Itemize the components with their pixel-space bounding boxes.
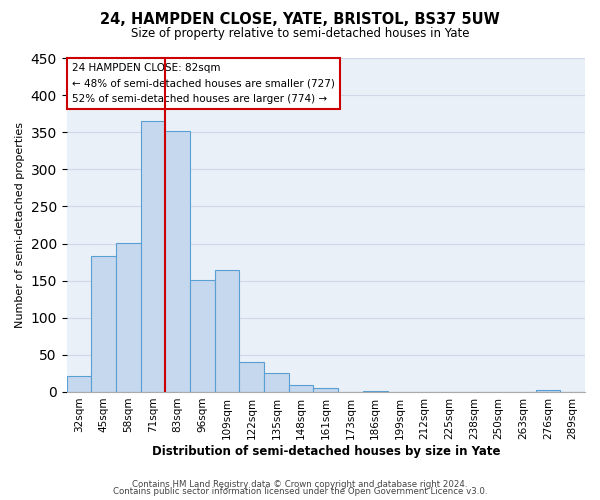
Bar xyxy=(363,391,388,392)
Bar xyxy=(215,270,239,392)
Bar xyxy=(116,243,141,392)
Bar xyxy=(67,376,91,392)
Text: Contains public sector information licensed under the Open Government Licence v3: Contains public sector information licen… xyxy=(113,487,487,496)
Text: 24 HAMPDEN CLOSE: 82sqm
← 48% of semi-detached houses are smaller (727)
52% of s: 24 HAMPDEN CLOSE: 82sqm ← 48% of semi-de… xyxy=(72,63,335,104)
Text: Contains HM Land Registry data © Crown copyright and database right 2024.: Contains HM Land Registry data © Crown c… xyxy=(132,480,468,489)
Bar xyxy=(239,362,264,392)
Text: 24, HAMPDEN CLOSE, YATE, BRISTOL, BS37 5UW: 24, HAMPDEN CLOSE, YATE, BRISTOL, BS37 5… xyxy=(100,12,500,28)
Y-axis label: Number of semi-detached properties: Number of semi-detached properties xyxy=(15,122,25,328)
Text: Size of property relative to semi-detached houses in Yate: Size of property relative to semi-detach… xyxy=(131,28,469,40)
Bar xyxy=(91,256,116,392)
Bar xyxy=(166,130,190,392)
X-axis label: Distribution of semi-detached houses by size in Yate: Distribution of semi-detached houses by … xyxy=(152,444,500,458)
Bar xyxy=(141,121,166,392)
Bar xyxy=(264,374,289,392)
Bar xyxy=(289,386,313,392)
Bar xyxy=(536,390,560,392)
Bar xyxy=(190,280,215,392)
Bar xyxy=(313,388,338,392)
